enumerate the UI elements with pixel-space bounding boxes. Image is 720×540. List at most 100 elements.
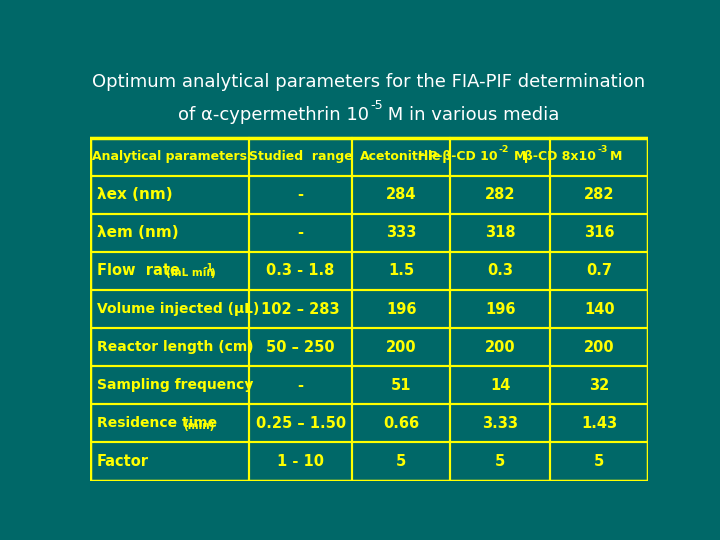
Bar xyxy=(352,252,450,290)
Text: λex (nm): λex (nm) xyxy=(96,187,172,202)
Text: 282: 282 xyxy=(584,187,614,202)
Bar xyxy=(550,252,648,290)
Bar xyxy=(450,328,550,366)
Text: Acetonitrile: Acetonitrile xyxy=(360,150,442,163)
Bar xyxy=(450,366,550,404)
Text: -1: -1 xyxy=(203,263,213,272)
Text: λem (nm): λem (nm) xyxy=(96,225,179,240)
Bar xyxy=(90,252,249,290)
Text: 318: 318 xyxy=(485,225,516,240)
Text: 5: 5 xyxy=(495,454,505,469)
Bar xyxy=(90,138,648,481)
Text: -3: -3 xyxy=(598,145,608,154)
Text: HP-β-CD 10: HP-β-CD 10 xyxy=(418,150,498,163)
Text: 196: 196 xyxy=(485,301,516,316)
Text: 1.43: 1.43 xyxy=(581,416,617,431)
Bar xyxy=(90,138,249,176)
Text: -: - xyxy=(297,187,304,202)
Text: Residence time: Residence time xyxy=(96,416,222,430)
Text: Factor: Factor xyxy=(96,454,149,469)
Bar xyxy=(90,404,249,442)
Text: 0.3: 0.3 xyxy=(487,264,513,279)
Text: 1.5: 1.5 xyxy=(388,264,414,279)
Text: of α-cypermethrin 10: of α-cypermethrin 10 xyxy=(178,106,369,124)
Bar xyxy=(249,442,352,481)
Bar xyxy=(550,138,648,176)
Bar xyxy=(249,176,352,214)
Text: Sampling frequency: Sampling frequency xyxy=(96,379,253,393)
Text: Flow  rate: Flow rate xyxy=(96,264,185,279)
Bar xyxy=(90,366,249,404)
Text: 5: 5 xyxy=(594,454,604,469)
Text: 102 – 283: 102 – 283 xyxy=(261,301,340,316)
Text: 200: 200 xyxy=(386,340,416,355)
Bar xyxy=(90,290,249,328)
Bar xyxy=(450,290,550,328)
Bar xyxy=(450,176,550,214)
Bar xyxy=(249,214,352,252)
Bar xyxy=(249,328,352,366)
Bar xyxy=(352,404,450,442)
Bar xyxy=(90,442,249,481)
Text: (min): (min) xyxy=(183,421,215,431)
Bar xyxy=(550,442,648,481)
Bar xyxy=(352,176,450,214)
Bar xyxy=(249,404,352,442)
Text: 0.25 – 1.50: 0.25 – 1.50 xyxy=(256,416,346,431)
Text: 284: 284 xyxy=(386,187,416,202)
Text: Studied  range: Studied range xyxy=(249,150,353,163)
Bar xyxy=(550,328,648,366)
Bar xyxy=(249,138,352,176)
Text: 200: 200 xyxy=(485,340,516,355)
Text: β-CD 8x10: β-CD 8x10 xyxy=(524,150,596,163)
Bar xyxy=(249,252,352,290)
Text: -5: -5 xyxy=(370,99,383,112)
Text: 140: 140 xyxy=(584,301,614,316)
Text: 5: 5 xyxy=(396,454,406,469)
Bar xyxy=(550,176,648,214)
Bar xyxy=(450,252,550,290)
Bar xyxy=(90,214,249,252)
Text: Analytical parameters: Analytical parameters xyxy=(92,150,247,163)
Text: M: M xyxy=(514,150,526,163)
Bar xyxy=(550,404,648,442)
Text: 0.66: 0.66 xyxy=(383,416,419,431)
Bar xyxy=(352,366,450,404)
Bar xyxy=(352,442,450,481)
Text: 50 – 250: 50 – 250 xyxy=(266,340,335,355)
Bar xyxy=(450,214,550,252)
Text: -2: -2 xyxy=(498,145,509,154)
Bar xyxy=(450,138,550,176)
Bar xyxy=(249,290,352,328)
Text: Reactor length (cm): Reactor length (cm) xyxy=(96,340,253,354)
Text: M: M xyxy=(611,150,623,163)
Bar xyxy=(90,328,249,366)
Bar xyxy=(550,366,648,404)
Text: 3.33: 3.33 xyxy=(482,416,518,431)
Text: 316: 316 xyxy=(584,225,614,240)
Text: 333: 333 xyxy=(386,225,416,240)
Bar xyxy=(550,214,648,252)
Text: (mL min: (mL min xyxy=(166,268,214,278)
Bar xyxy=(352,328,450,366)
Text: Optimum analytical parameters for the FIA-PIF determination: Optimum analytical parameters for the FI… xyxy=(92,73,646,91)
Text: 282: 282 xyxy=(485,187,516,202)
Text: 1 - 10: 1 - 10 xyxy=(277,454,324,469)
Bar xyxy=(450,404,550,442)
Bar xyxy=(450,442,550,481)
Text: 14: 14 xyxy=(490,378,510,393)
Bar xyxy=(352,214,450,252)
Text: 32: 32 xyxy=(589,378,609,393)
Text: M in various media: M in various media xyxy=(382,106,559,124)
Bar xyxy=(550,290,648,328)
Text: 0.3 - 1.8: 0.3 - 1.8 xyxy=(266,264,335,279)
Bar xyxy=(352,138,450,176)
Text: -: - xyxy=(297,225,304,240)
Text: 200: 200 xyxy=(584,340,614,355)
Bar xyxy=(249,366,352,404)
Bar xyxy=(352,290,450,328)
Text: 196: 196 xyxy=(386,301,416,316)
Text: 0.7: 0.7 xyxy=(586,264,612,279)
Text: ): ) xyxy=(210,268,215,278)
Text: Volume injected (μL): Volume injected (μL) xyxy=(96,302,259,316)
